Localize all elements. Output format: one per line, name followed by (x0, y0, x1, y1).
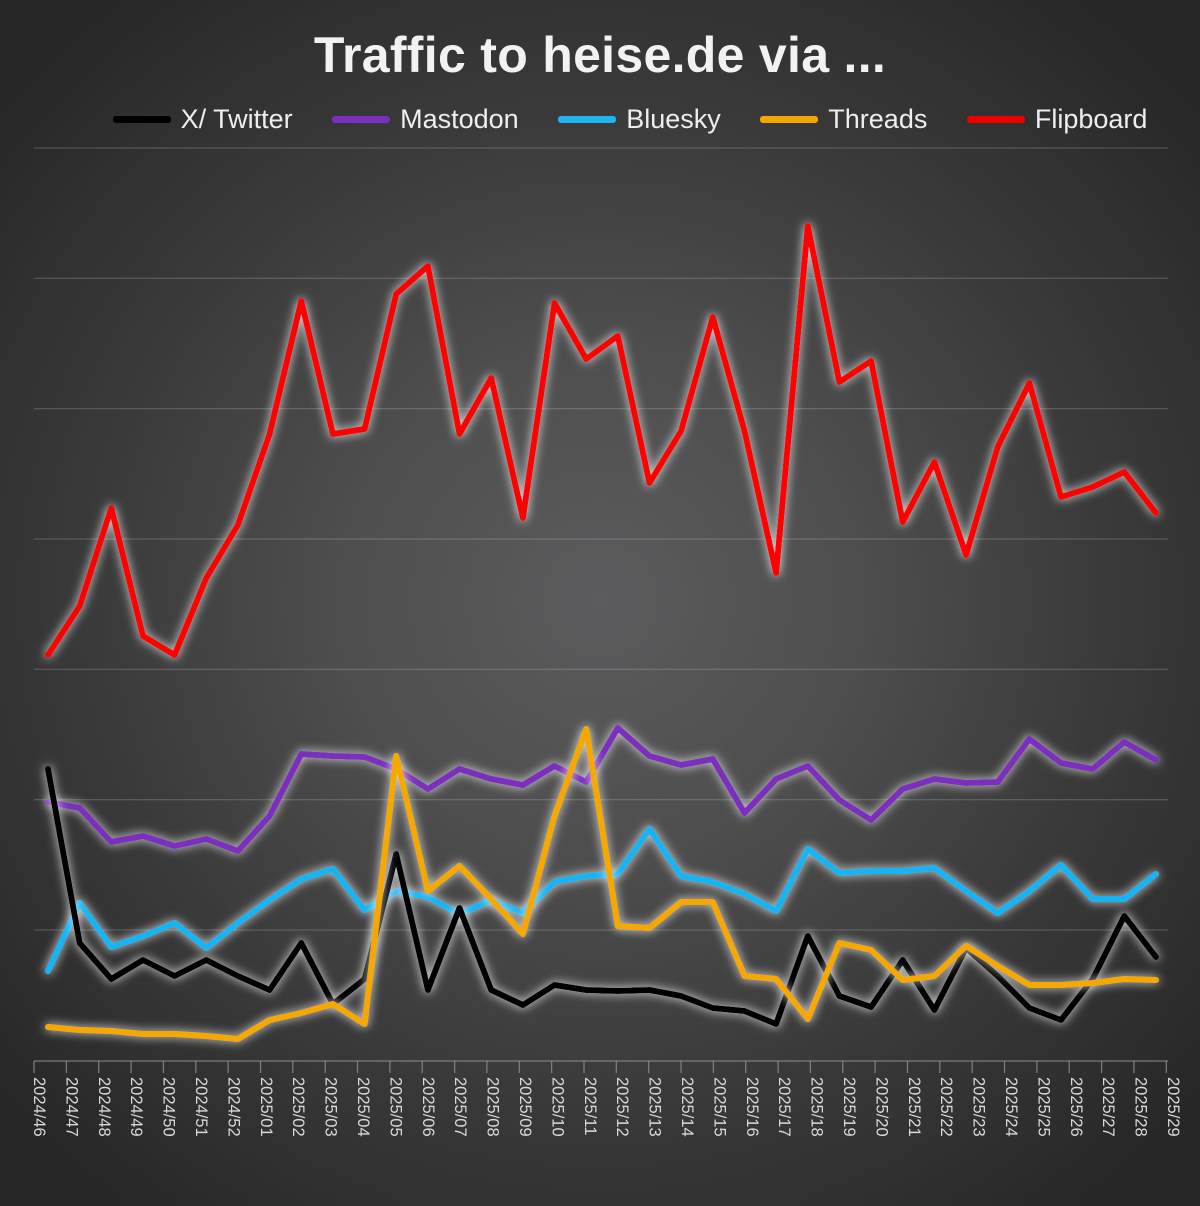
svg-text:2025/23: 2025/23 (970, 1077, 988, 1137)
svg-text:2025/28: 2025/28 (1132, 1077, 1150, 1137)
svg-text:2025/27: 2025/27 (1099, 1077, 1117, 1137)
svg-text:2025/08: 2025/08 (484, 1077, 502, 1137)
svg-text:2025/02: 2025/02 (289, 1077, 307, 1137)
svg-text:2025/26: 2025/26 (1067, 1077, 1085, 1137)
svg-text:2025/06: 2025/06 (419, 1077, 437, 1137)
svg-text:2025/13: 2025/13 (646, 1077, 664, 1137)
svg-text:2025/01: 2025/01 (257, 1077, 275, 1137)
svg-text:2025/10: 2025/10 (548, 1077, 566, 1137)
svg-text:2024/49: 2024/49 (127, 1077, 145, 1137)
svg-text:2025/15: 2025/15 (710, 1077, 728, 1137)
svg-text:2024/51: 2024/51 (192, 1077, 210, 1137)
svg-text:2025/24: 2025/24 (1002, 1077, 1020, 1137)
svg-text:2024/46: 2024/46 (30, 1077, 48, 1137)
svg-text:2024/48: 2024/48 (95, 1077, 113, 1137)
svg-text:2025/16: 2025/16 (743, 1077, 761, 1137)
svg-text:2025/03: 2025/03 (322, 1077, 340, 1137)
svg-text:2024/52: 2024/52 (224, 1077, 242, 1137)
svg-text:2025/19: 2025/19 (840, 1077, 858, 1137)
svg-text:2025/09: 2025/09 (516, 1077, 534, 1137)
svg-text:2025/18: 2025/18 (808, 1077, 826, 1137)
svg-text:2025/07: 2025/07 (451, 1077, 469, 1137)
svg-text:2025/17: 2025/17 (775, 1077, 793, 1137)
svg-text:2024/47: 2024/47 (62, 1077, 80, 1137)
svg-text:2025/12: 2025/12 (613, 1077, 631, 1137)
svg-text:2025/21: 2025/21 (905, 1077, 923, 1137)
svg-text:2025/20: 2025/20 (872, 1077, 890, 1137)
svg-text:2024/50: 2024/50 (160, 1077, 178, 1137)
svg-text:2025/04: 2025/04 (354, 1077, 372, 1137)
svg-text:2025/22: 2025/22 (937, 1077, 955, 1137)
svg-text:2025/11: 2025/11 (581, 1077, 599, 1135)
svg-text:2025/25: 2025/25 (1034, 1077, 1052, 1137)
svg-text:2025/14: 2025/14 (678, 1077, 696, 1137)
svg-text:2025/05: 2025/05 (386, 1077, 404, 1137)
svg-text:2025/29: 2025/29 (1164, 1077, 1182, 1137)
